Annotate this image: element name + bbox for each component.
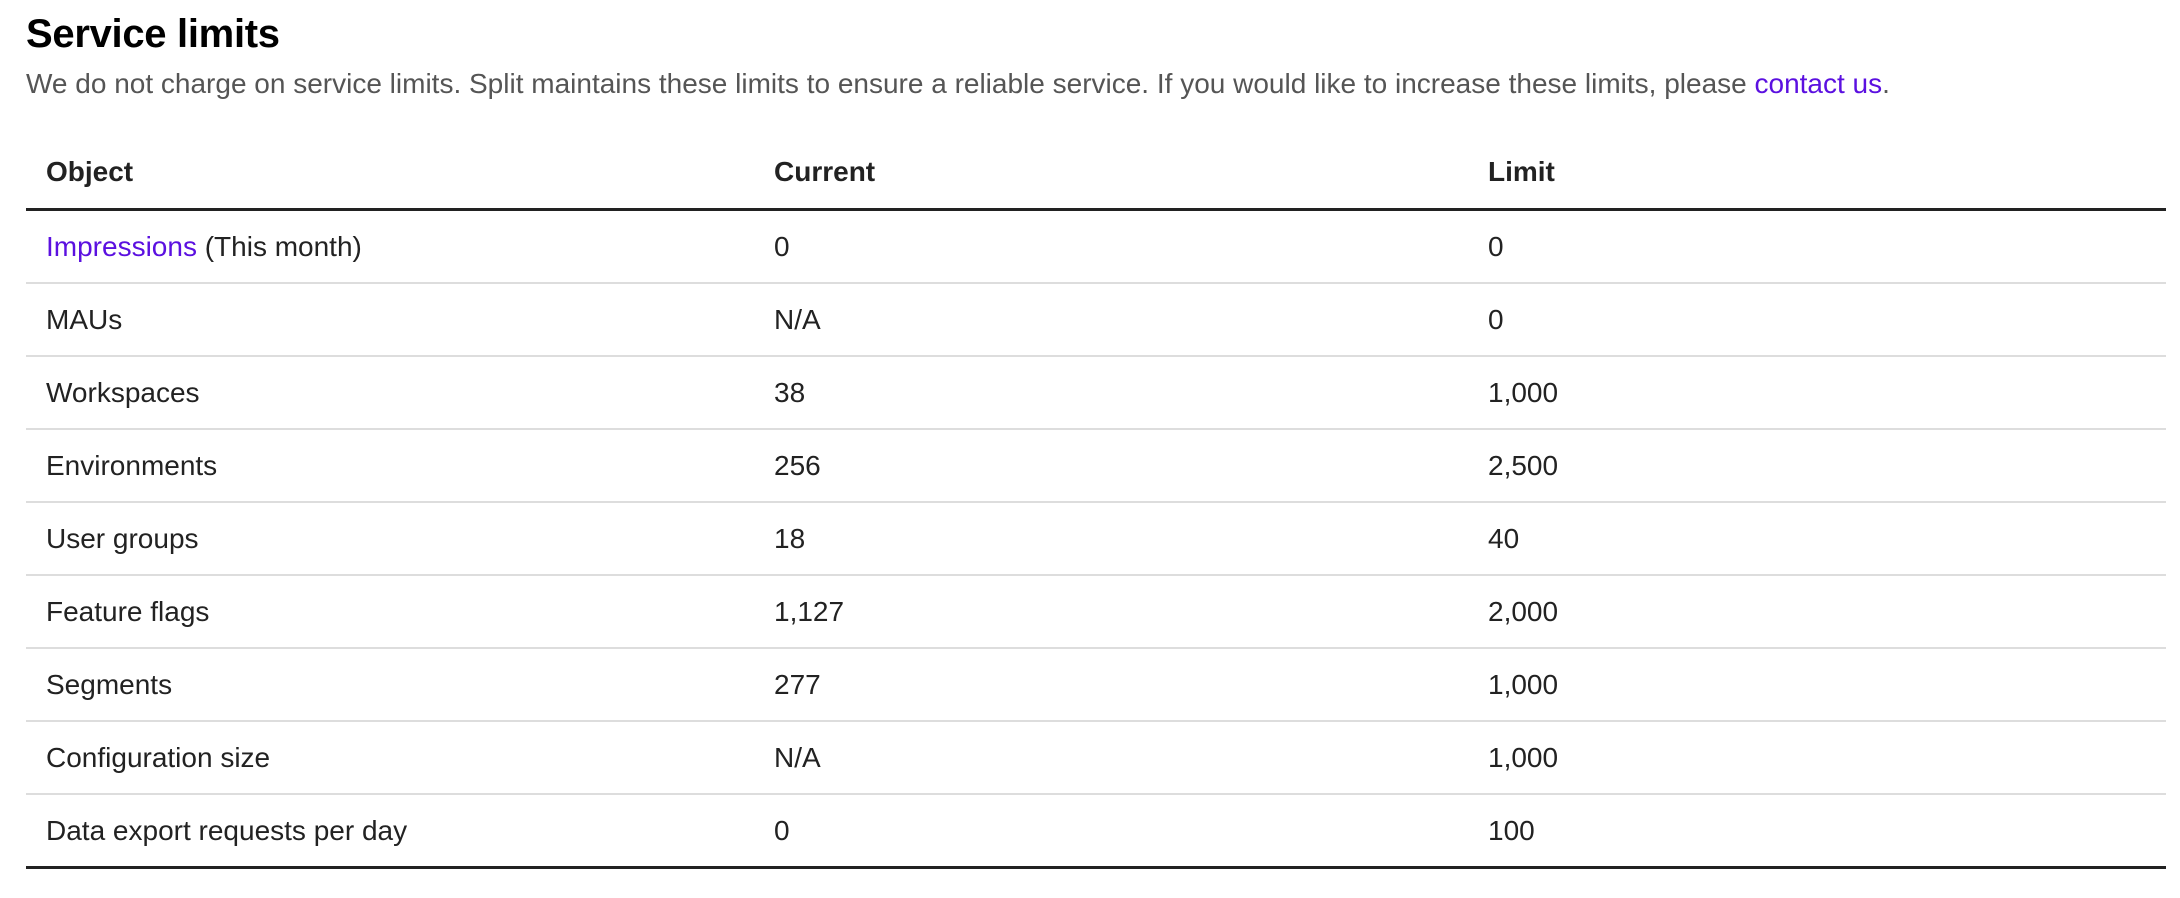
object-cell: Workspaces [26, 356, 754, 430]
service-limits-table: Object Current Limit Impressions (This m… [26, 136, 2166, 869]
current-cell: 277 [754, 648, 1468, 722]
column-header-current: Current [754, 136, 1468, 211]
page-title: Service limits [26, 12, 280, 56]
impressions-link[interactable]: Impressions [46, 230, 197, 262]
object-cell: Configuration size [26, 721, 754, 795]
current-cell: N/A [754, 283, 1468, 357]
table-row: Workspaces 38 1,000 [26, 356, 2166, 430]
limit-cell: 1,000 [1468, 721, 2166, 795]
object-cell: Environments [26, 429, 754, 503]
description: We do not charge on service limits. Spli… [26, 68, 1890, 100]
limit-cell: 40 [1468, 502, 2166, 576]
contact-us-link[interactable]: contact us [1754, 68, 1883, 99]
current-cell: 38 [754, 356, 1468, 430]
table-row: Feature flags 1,127 2,000 [26, 575, 2166, 649]
current-cell: 1,127 [754, 575, 1468, 649]
table-row: Data export requests per day 0 100 [26, 794, 2166, 869]
limit-cell: 1,000 [1468, 648, 2166, 722]
table-header-row: Object Current Limit [26, 136, 2166, 211]
table-row: MAUs N/A 0 [26, 283, 2166, 357]
limit-cell: 100 [1468, 794, 2166, 869]
limit-cell: 2,500 [1468, 429, 2166, 503]
limit-cell: 0 [1468, 209, 2166, 284]
current-cell: 0 [754, 209, 1468, 284]
object-cell: Feature flags [26, 575, 754, 649]
description-text: We do not charge on service limits. Spli… [26, 68, 1755, 99]
object-qualifier: (This month) [196, 230, 362, 262]
table-row: Environments 256 2,500 [26, 429, 2166, 503]
column-header-object: Object [26, 136, 754, 211]
table-row: Configuration size N/A 1,000 [26, 721, 2166, 795]
table-row: User groups 18 40 [26, 502, 2166, 576]
current-cell: N/A [754, 721, 1468, 795]
table-row: Impressions (This month) 0 0 [26, 209, 2166, 284]
column-header-limit: Limit [1468, 136, 2166, 211]
object-cell: Data export requests per day [26, 794, 754, 869]
object-cell: User groups [26, 502, 754, 576]
current-cell: 0 [754, 794, 1468, 869]
limit-cell: 2,000 [1468, 575, 2166, 649]
object-cell: Impressions (This month) [26, 209, 754, 284]
object-cell: Segments [26, 648, 754, 722]
limit-cell: 0 [1468, 283, 2166, 357]
table-row: Segments 277 1,000 [26, 648, 2166, 722]
current-cell: 18 [754, 502, 1468, 576]
description-suffix: . [1882, 68, 1890, 99]
limit-cell: 1,000 [1468, 356, 2166, 430]
object-cell: MAUs [26, 283, 754, 357]
current-cell: 256 [754, 429, 1468, 503]
